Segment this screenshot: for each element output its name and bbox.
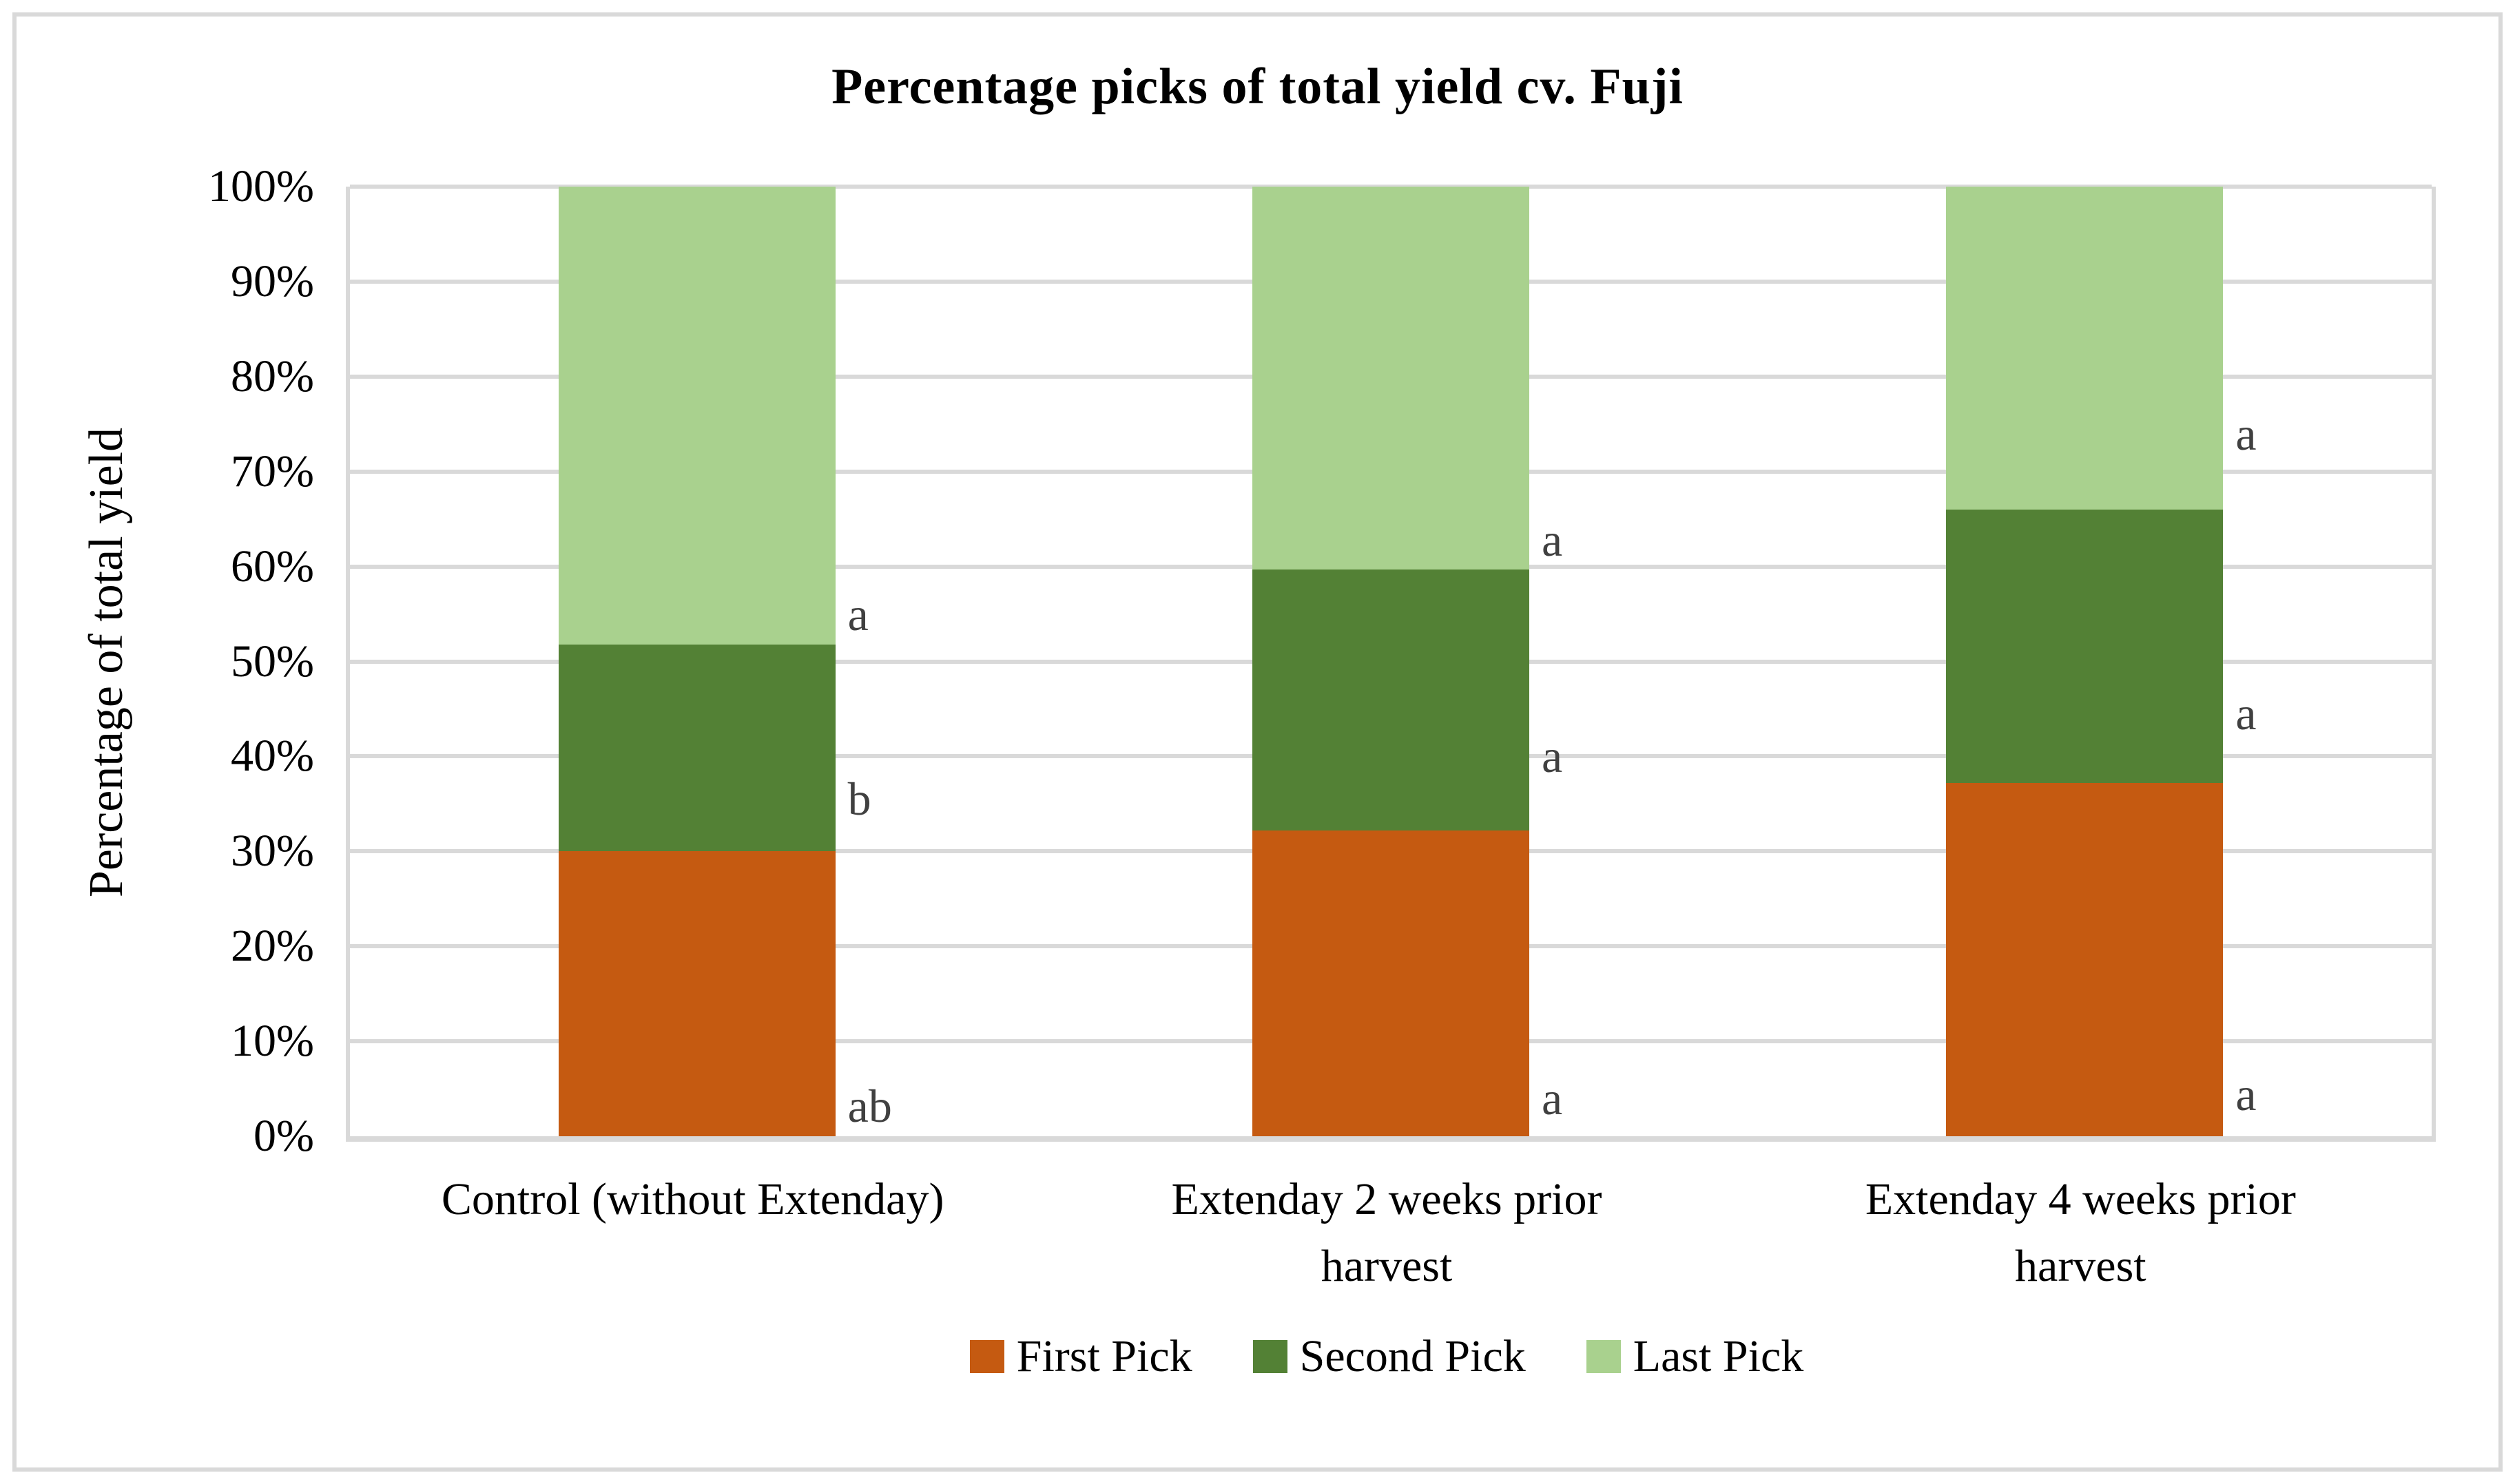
chart-title: Percentage picks of total yield cv. Fuji — [831, 59, 1684, 115]
stacked-bar-2 — [1252, 187, 1529, 1136]
y-tick-label: 100% — [208, 161, 314, 211]
y-tick-label: 40% — [231, 731, 314, 782]
y-tick-label: 80% — [231, 351, 314, 401]
legend-swatch-icon — [969, 1340, 1004, 1373]
bar-segment-second-pick — [1946, 509, 2224, 784]
gridline-100 — [350, 185, 2432, 189]
significance-letter: a — [2235, 687, 2257, 740]
significance-letter: a — [1542, 730, 1563, 783]
stacked-bar-1 — [558, 187, 836, 1136]
bar-segment-last-pick — [1252, 187, 1529, 569]
y-tick-label: 60% — [231, 541, 314, 592]
legend-label: Last Pick — [1633, 1331, 1804, 1381]
x-category-label-3: Extenday 4 weeks prior harvest — [1865, 1174, 2296, 1291]
legend-item-last-pick: Last Pick — [1586, 1329, 1803, 1384]
legend: First Pick Second Pick Last Pick — [346, 1329, 2428, 1384]
bar-segment-last-pick — [1946, 187, 2224, 510]
significance-letter: ab — [847, 1079, 892, 1132]
x-axis-line — [346, 1136, 2436, 1142]
significance-letter: a — [2235, 1068, 2257, 1121]
y-tick-label: 10% — [231, 1016, 314, 1067]
y-axis-title: Percentage of total yield — [80, 427, 133, 898]
y-tick-label: 30% — [231, 826, 314, 877]
x-category-label-1: Control (without Extenday) — [441, 1174, 944, 1224]
significance-letter: a — [2235, 407, 2257, 460]
bar-segment-first-pick — [1252, 830, 1529, 1136]
y-tick-label: 90% — [231, 255, 314, 306]
significance-letter: b — [847, 773, 871, 826]
plot-area: ab b a a a a a a a — [346, 185, 2436, 1142]
y-tick-label: 70% — [231, 446, 314, 497]
significance-letter: a — [1542, 1072, 1563, 1125]
bar-segment-second-pick — [558, 644, 836, 852]
legend-item-first-pick: First Pick — [969, 1329, 1192, 1384]
legend-label: Second Pick — [1299, 1331, 1526, 1381]
bar-segment-first-pick — [1946, 783, 2224, 1136]
legend-swatch-icon — [1586, 1340, 1621, 1373]
significance-letter: a — [847, 587, 869, 640]
y-tick-label: 20% — [231, 921, 314, 972]
y-tick-label: 50% — [231, 636, 314, 687]
significance-letter: a — [1542, 514, 1563, 566]
legend-item-second-pick: Second Pick — [1252, 1329, 1526, 1384]
legend-swatch-icon — [1252, 1340, 1287, 1373]
x-category-label-2: Extenday 2 weeks prior harvest — [1171, 1174, 1602, 1291]
bar-segment-last-pick — [558, 187, 836, 645]
legend-label: First Pick — [1016, 1331, 1192, 1381]
bar-segment-second-pick — [1252, 569, 1529, 830]
stacked-bar-3 — [1946, 187, 2224, 1136]
y-tick-label: 0% — [253, 1111, 314, 1161]
bar-segment-first-pick — [558, 851, 836, 1136]
